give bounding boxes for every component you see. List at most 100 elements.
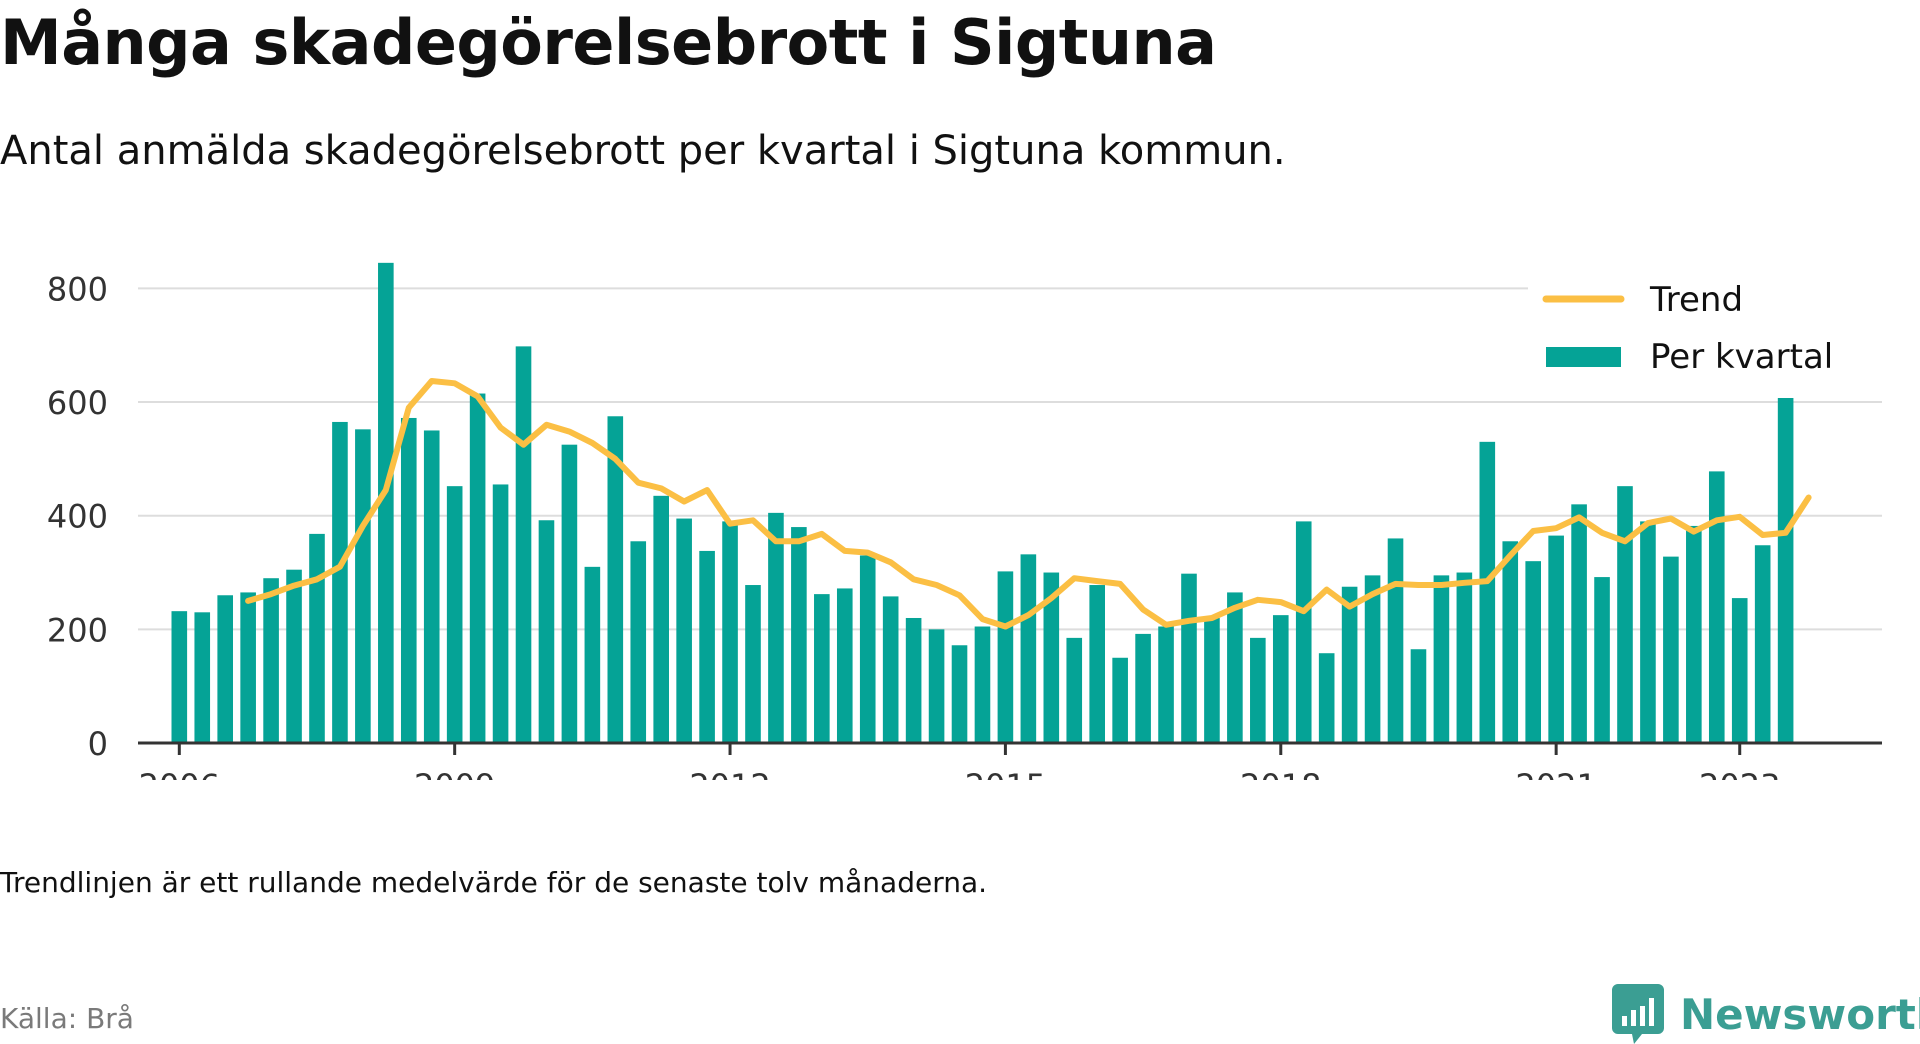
x-axis bbox=[138, 741, 1882, 755]
newsworthy-chart-icon bbox=[1612, 984, 1664, 1044]
bar bbox=[1341, 586, 1358, 743]
bar bbox=[814, 594, 830, 743]
y-tick-label: 400 bbox=[47, 498, 108, 536]
x-tick-label: 2021 bbox=[1515, 767, 1596, 780]
bar bbox=[1754, 545, 1771, 743]
bar bbox=[882, 596, 899, 743]
y-tick-label: 200 bbox=[47, 611, 108, 649]
y-tick-label: 800 bbox=[47, 270, 108, 308]
chart-note: Trendlinjen är ett rullande medelvärde f… bbox=[0, 866, 988, 899]
x-tick-label: 2018 bbox=[1240, 767, 1321, 780]
bar bbox=[1112, 657, 1128, 743]
bar bbox=[1594, 577, 1610, 743]
bar bbox=[1617, 486, 1633, 743]
bar bbox=[699, 550, 715, 743]
bar bbox=[974, 626, 991, 743]
bar bbox=[1708, 471, 1725, 743]
x-tick-label: 2015 bbox=[965, 767, 1046, 780]
bar bbox=[217, 595, 234, 743]
source-label: Källa: Brå bbox=[0, 1002, 134, 1035]
bar bbox=[859, 555, 876, 743]
trend-line bbox=[245, 378, 1812, 630]
y-tick-label: 600 bbox=[47, 384, 108, 422]
bar bbox=[1181, 573, 1197, 743]
bar bbox=[1525, 561, 1542, 743]
chart-title: Många skadegörelsebrott i Sigtuna bbox=[0, 6, 1217, 79]
bar bbox=[1318, 653, 1335, 743]
bar bbox=[1066, 637, 1083, 743]
bar bbox=[1686, 525, 1702, 743]
bar bbox=[1135, 633, 1151, 743]
bar bbox=[1272, 615, 1289, 743]
x-tick-label: 2023 bbox=[1699, 767, 1780, 780]
bar bbox=[1295, 521, 1312, 743]
bar bbox=[400, 417, 417, 743]
bar bbox=[653, 495, 670, 743]
bar bbox=[607, 416, 624, 743]
bar bbox=[1089, 585, 1106, 743]
bar bbox=[951, 645, 968, 743]
bar bbox=[1548, 535, 1564, 743]
bar bbox=[309, 533, 325, 743]
bar bbox=[1410, 649, 1427, 743]
bar bbox=[905, 617, 922, 743]
bar bbox=[492, 484, 509, 743]
bar bbox=[561, 444, 578, 743]
bar bbox=[194, 612, 211, 743]
bar bbox=[515, 346, 532, 743]
legend-bar-label: Per kvartal bbox=[1650, 337, 1833, 377]
bar bbox=[997, 571, 1014, 743]
bar bbox=[1158, 626, 1174, 743]
legend: Trend Per kvartal bbox=[1528, 280, 1882, 398]
x-tick-label: 2012 bbox=[689, 767, 770, 780]
bar bbox=[286, 569, 302, 743]
bar bbox=[1777, 389, 1794, 743]
bar bbox=[630, 541, 647, 743]
bar bbox=[1204, 617, 1220, 743]
bar bbox=[1364, 575, 1381, 743]
bar bbox=[1043, 572, 1060, 743]
bar bbox=[1663, 556, 1679, 743]
bar bbox=[263, 578, 279, 743]
bar bbox=[676, 518, 692, 743]
bar bbox=[1456, 572, 1473, 743]
bar bbox=[469, 393, 486, 743]
x-tick-label: 2006 bbox=[139, 767, 220, 780]
newsworthy-logo: Newsworthy bbox=[1612, 984, 1920, 1044]
bar bbox=[1387, 538, 1404, 743]
bar bbox=[446, 486, 463, 743]
bar bbox=[1571, 504, 1587, 743]
bar bbox=[791, 527, 807, 743]
bar bbox=[423, 430, 440, 743]
x-axis-labels: 2006 2009 2012 2015 2018 2021 2023 bbox=[139, 767, 1781, 780]
bar-series bbox=[171, 262, 1794, 743]
legend-bar-swatch bbox=[1546, 347, 1621, 367]
bar bbox=[538, 520, 555, 743]
x-tick-label: 2009 bbox=[414, 767, 495, 780]
bar bbox=[355, 429, 371, 743]
bar bbox=[171, 611, 188, 743]
y-axis-labels: 0 200 400 600 800 bbox=[47, 270, 108, 763]
bar bbox=[768, 512, 784, 743]
bar bbox=[1731, 598, 1748, 743]
bar bbox=[240, 592, 256, 743]
bar bbox=[1640, 521, 1656, 743]
y-tick-label: 0 bbox=[88, 725, 108, 763]
bar bbox=[1502, 541, 1519, 743]
chart-subtitle: Antal anmälda skadegörelsebrott per kvar… bbox=[0, 128, 1286, 174]
bar bbox=[1020, 554, 1037, 743]
bar bbox=[1433, 575, 1450, 743]
bar bbox=[1227, 592, 1243, 743]
brand-name: Newsworthy bbox=[1680, 989, 1920, 1039]
bar bbox=[378, 262, 394, 743]
bar bbox=[928, 629, 945, 743]
bar bbox=[745, 585, 761, 743]
bar bbox=[332, 421, 348, 743]
bar bbox=[1250, 637, 1266, 743]
bar bbox=[836, 588, 853, 743]
legend-trend-label: Trend bbox=[1649, 280, 1743, 320]
bar bbox=[584, 566, 601, 743]
bar bbox=[1479, 441, 1496, 743]
bar bbox=[722, 521, 738, 743]
